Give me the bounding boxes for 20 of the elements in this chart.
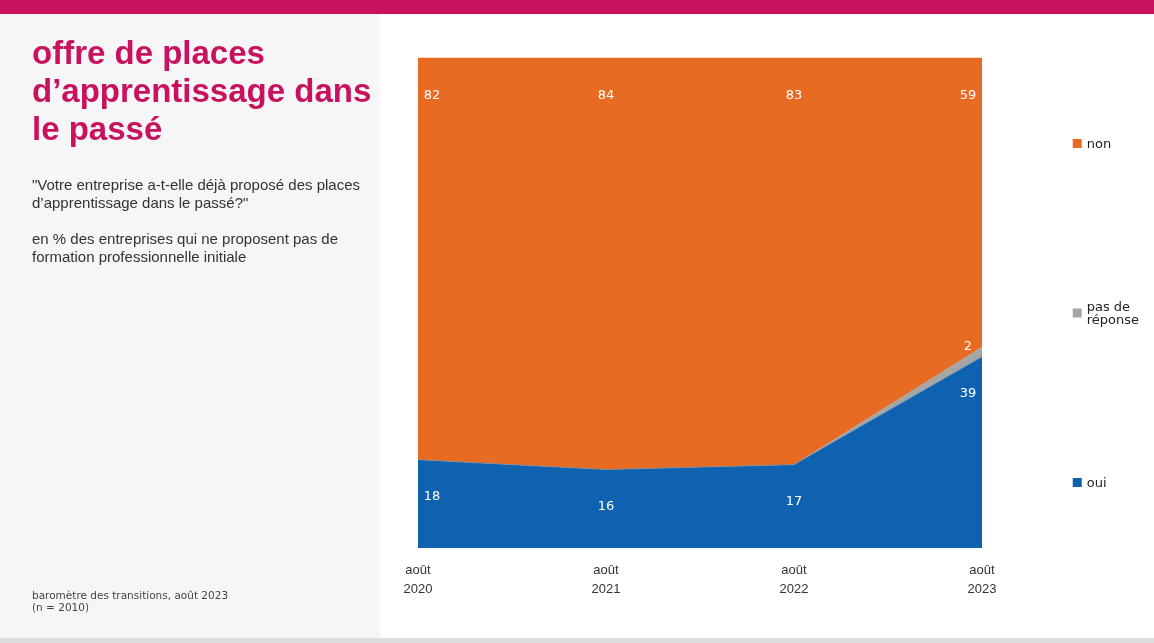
x-tick-label: août 2022 xyxy=(779,562,809,596)
data-label: 17 xyxy=(785,493,803,509)
legend-label: non xyxy=(1086,136,1112,151)
data-label: 84 xyxy=(597,86,615,102)
data-label: 83 xyxy=(785,86,803,102)
chart-title: offre de places d’apprentissage dans le passé xyxy=(32,34,373,148)
text: baromètre des transitions, août 2023 xyxy=(32,589,229,601)
data-label: 59 xyxy=(959,86,977,102)
data-label: 82 xyxy=(423,86,441,102)
text: "Votre entreprise a-t-elle déjà proposé des places d’apprentissage dans le passé?" en % des entreprises qui ne proposent pas de formation professionnelle initiale xyxy=(32,176,361,265)
x-tick-label: août 2020 xyxy=(403,562,433,596)
text: (n = 2010) xyxy=(32,601,90,613)
data-label: 2 xyxy=(963,337,973,353)
x-tick-label: août 2021 xyxy=(591,562,621,596)
x-tick-label: août 2023 xyxy=(967,562,997,596)
data-label: 39 xyxy=(959,385,977,401)
data-label: 18 xyxy=(423,488,441,504)
legend-label: oui xyxy=(1086,475,1107,490)
legend-label: pas de réponse xyxy=(1086,299,1140,327)
data-label: 16 xyxy=(597,498,615,514)
